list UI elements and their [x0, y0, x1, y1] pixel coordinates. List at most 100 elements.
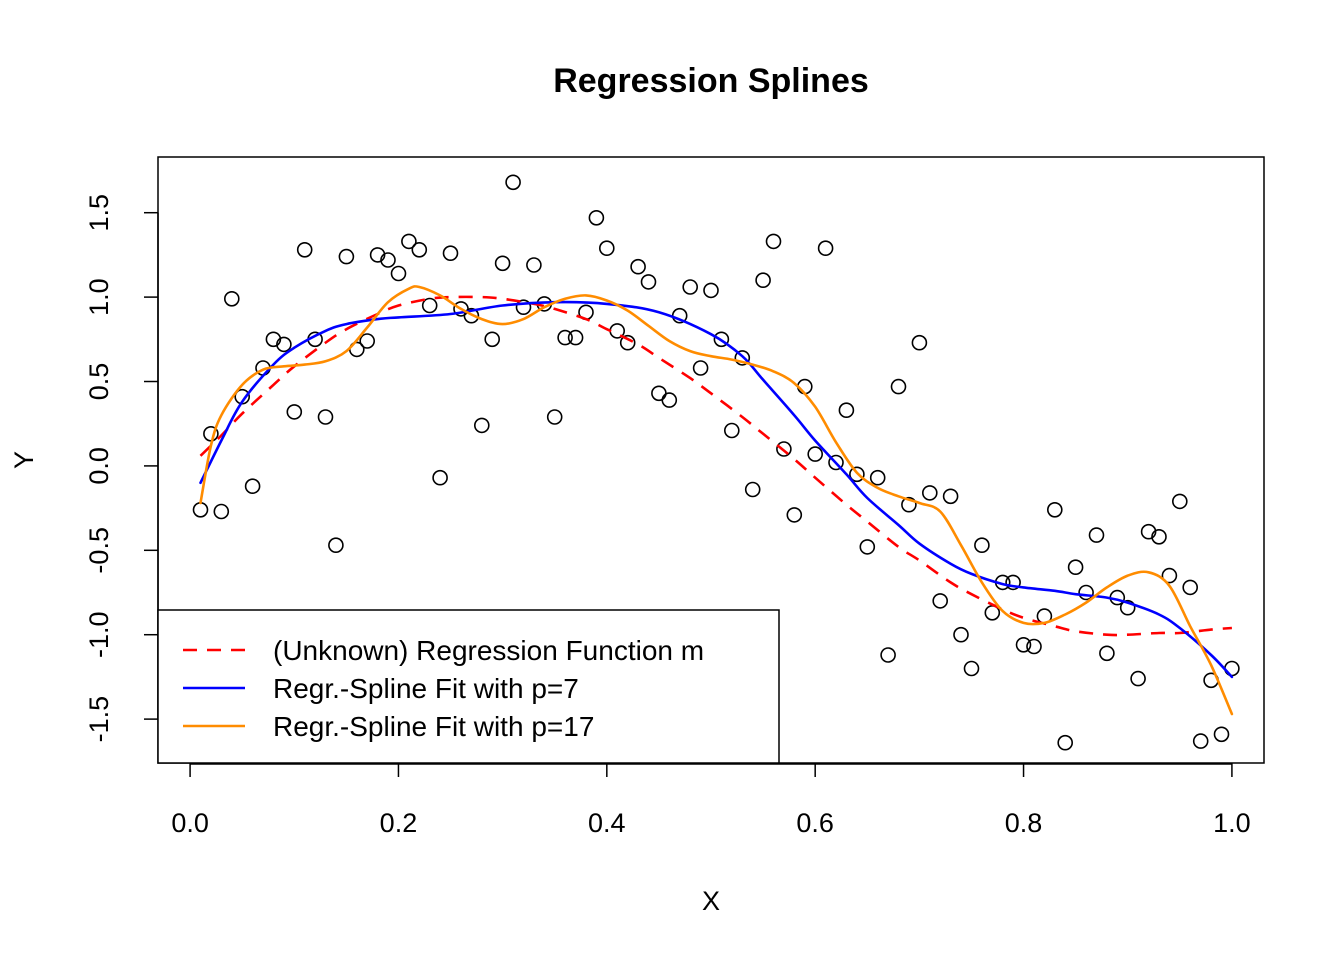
- legend-label: (Unknown) Regression Function m: [273, 635, 704, 666]
- data-point: [224, 290, 240, 307]
- data-point: [765, 233, 782, 250]
- legend-label: Regr.-Spline Fit with p=17: [273, 711, 594, 742]
- data-point: [869, 469, 886, 486]
- data-point: [1130, 670, 1146, 687]
- data-point: [1182, 579, 1198, 596]
- data-point: [380, 252, 396, 268]
- x-tick-label: 0.6: [796, 808, 834, 838]
- data-point: [505, 174, 521, 191]
- data-point: [286, 404, 303, 420]
- data-point: [953, 626, 969, 643]
- data-point: [734, 350, 751, 366]
- y-tick-label: 0.5: [84, 363, 114, 401]
- data-point: [265, 331, 282, 348]
- data-point: [713, 331, 730, 348]
- data-point: [1151, 528, 1167, 545]
- y-tick-label: -0.5: [84, 527, 114, 574]
- data-point: [1005, 574, 1021, 591]
- data-point: [390, 265, 407, 282]
- legend-box: [157, 609, 780, 764]
- data-point: [1140, 523, 1157, 540]
- data-point: [317, 409, 334, 425]
- series-regression-function-m: [199, 295, 1232, 637]
- chart-title: Regression Splines: [553, 62, 869, 100]
- data-point: [963, 660, 980, 677]
- data-point: [807, 446, 824, 462]
- data-point: [192, 501, 209, 518]
- data-point: [911, 334, 928, 351]
- data-point: [1057, 734, 1073, 751]
- data-point: [619, 334, 636, 351]
- data-point: [974, 537, 990, 554]
- data-point: [338, 248, 355, 265]
- x-tick-label: 0.2: [380, 808, 418, 838]
- series-spline-p17: [199, 285, 1234, 716]
- data-point: [849, 466, 865, 483]
- data-point: [515, 299, 532, 316]
- data-point: [1099, 645, 1115, 662]
- data-point: [567, 329, 584, 346]
- data-point: [369, 247, 386, 263]
- data-point: [692, 360, 709, 376]
- data-point: [463, 307, 480, 324]
- data-point: [828, 454, 844, 471]
- data-point: [651, 385, 667, 402]
- data-point: [755, 272, 771, 289]
- data-point: [588, 210, 605, 226]
- data-point: [328, 537, 344, 554]
- data-point: [557, 329, 573, 346]
- data-point: [932, 593, 949, 609]
- data-point: [546, 409, 563, 425]
- legend-label: Regr.-Spline Fit with p=7: [273, 673, 579, 704]
- data-point: [442, 245, 459, 261]
- data-point: [901, 496, 917, 513]
- data-point: [942, 488, 959, 505]
- data-point: [244, 478, 261, 495]
- data-point: [1192, 733, 1209, 749]
- data-point: [630, 258, 646, 275]
- x-axis-label: X: [702, 886, 720, 916]
- data-point: [1119, 599, 1136, 616]
- data-point: [526, 257, 542, 273]
- data-point: [1161, 567, 1178, 584]
- series-spline-p7: [199, 300, 1234, 679]
- y-axis: -1.5 -1.0 -0.5 0.0 0.5 1.0 1.5: [84, 194, 159, 743]
- data-point: [473, 417, 490, 434]
- data-point: [1047, 501, 1063, 518]
- data-point: [213, 503, 230, 520]
- data-point: [786, 507, 803, 523]
- data-point: [598, 240, 615, 256]
- data-point: [1172, 493, 1188, 510]
- data-point: [432, 469, 448, 486]
- data-point: [661, 392, 678, 408]
- y-tick-label: -1.5: [84, 696, 114, 743]
- data-point: [421, 297, 438, 314]
- data-point: [817, 240, 834, 256]
- data-point: [682, 279, 699, 295]
- data-point: [744, 481, 761, 498]
- y-tick-label: 0.0: [84, 447, 114, 485]
- data-point: [1088, 527, 1105, 543]
- x-tick-label: 0.8: [1005, 808, 1043, 838]
- legend: (Unknown) Regression Function m Regr.-Spl…: [157, 609, 780, 764]
- data-point: [859, 539, 876, 555]
- data-point: [1078, 584, 1094, 601]
- data-point: [484, 331, 501, 348]
- data-point: [1015, 636, 1032, 653]
- data-point: [494, 255, 511, 272]
- y-tick-label: 1.5: [84, 194, 114, 232]
- data-point: [359, 333, 376, 349]
- x-tick-label: 1.0: [1213, 808, 1251, 838]
- data-point: [640, 274, 657, 290]
- y-tick-label: 1.0: [84, 278, 114, 316]
- data-point: [723, 422, 740, 439]
- data-point: [411, 242, 428, 258]
- data-point: [1213, 726, 1230, 743]
- data-points: [192, 174, 1240, 751]
- x-tick-label: 0.0: [171, 808, 209, 838]
- data-point: [1067, 559, 1084, 576]
- data-point: [296, 242, 313, 258]
- data-point: [276, 336, 292, 353]
- data-layer: [192, 174, 1240, 751]
- data-point: [1026, 638, 1042, 655]
